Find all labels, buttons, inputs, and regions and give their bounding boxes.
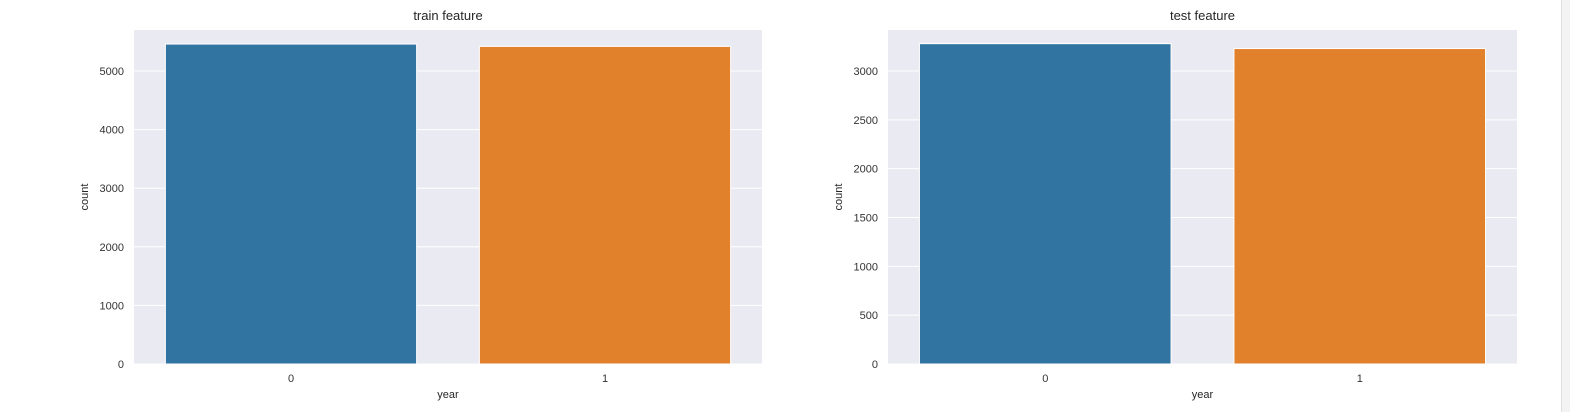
- y-tick-label: 4000: [100, 125, 124, 137]
- y-tick-label: 2000: [854, 164, 878, 176]
- bar-0: [164, 43, 418, 365]
- chart-title: train feature: [413, 8, 482, 23]
- y-tick-label: 3000: [854, 66, 878, 78]
- y-tick-label: 1000: [100, 300, 124, 312]
- bar-1: [1233, 48, 1487, 365]
- y-tick-label: 1000: [854, 261, 878, 273]
- y-axis-label: count: [79, 184, 91, 211]
- chart-title: test feature: [1170, 8, 1235, 23]
- y-tick-label: 0: [872, 359, 878, 371]
- x-tick-label: 1: [602, 373, 608, 385]
- x-tick-label: 0: [288, 373, 294, 385]
- x-axis-label: year: [1192, 389, 1214, 401]
- x-axis-label: year: [437, 389, 459, 401]
- x-tick-label: 1: [1357, 373, 1363, 385]
- y-tick-label: 500: [860, 310, 878, 322]
- bar-0: [918, 43, 1172, 365]
- y-tick-label: 2000: [100, 242, 124, 254]
- y-axis-label: count: [833, 184, 845, 211]
- bar-1: [478, 45, 732, 365]
- y-tick-label: 0: [118, 359, 124, 371]
- x-tick-label: 0: [1042, 373, 1048, 385]
- y-tick-label: 1500: [854, 213, 878, 225]
- y-tick-label: 2500: [854, 115, 878, 127]
- scrollbar-track[interactable]: [1561, 0, 1570, 412]
- y-tick-label: 3000: [100, 183, 124, 195]
- y-tick-label: 5000: [100, 66, 124, 78]
